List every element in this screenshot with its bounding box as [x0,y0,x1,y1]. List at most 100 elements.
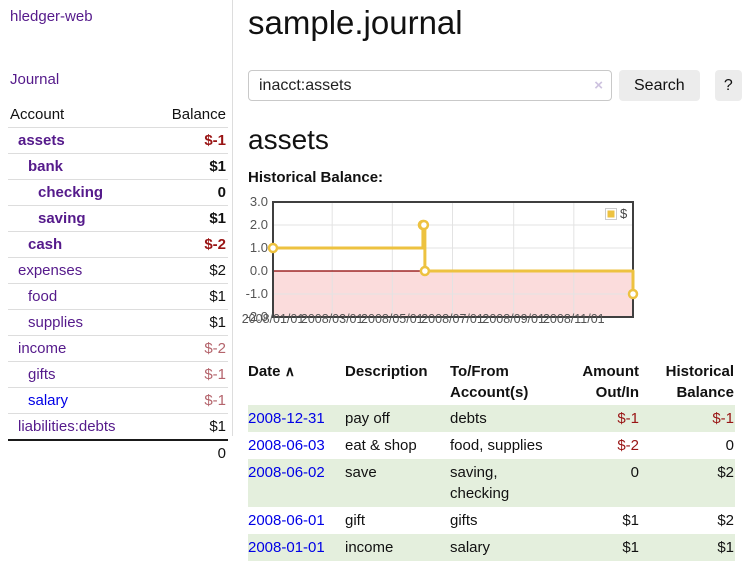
register-accounts: gifts [450,512,478,529]
account-row: gifts $-1 [8,361,228,388]
account-row: bank $1 [8,153,228,180]
register-header-date[interactable]: Date ∧ [248,359,345,405]
register-amount: $1 [622,539,639,556]
register-balance: $2 [717,512,734,529]
page-title: sample.journal [248,4,463,41]
register-amount: $-1 [617,410,639,427]
account-row: saving $1 [8,205,228,232]
data-point-marker [418,219,430,231]
register-accounts: food, supplies [450,437,543,454]
x-axis-tick-label: 2008/03/01 [300,312,364,326]
search-button[interactable]: Search [619,70,700,101]
account-link[interactable]: checking [38,184,104,201]
register-date-link[interactable]: 2008-06-01 [248,512,325,529]
account-row: liabilities:debts $1 [8,413,228,440]
chart-label: Historical Balance: [248,169,384,186]
accounts-table: Account Balance assets $-1 bank $1 checking 0… [8,104,228,466]
account-link[interactable]: gifts [28,366,56,383]
sidebar: hledger-web Journal Account Balance asse… [0,0,233,466]
x-axis-tick-label: 2008/07/01 [421,312,484,326]
data-point-marker [419,265,431,277]
account-balance: $-1 [151,127,228,154]
account-row: income $-2 [8,335,228,362]
account-balance: $2 [151,257,228,284]
accounts-total-value: 0 [151,439,228,466]
search-input[interactable] [248,70,612,101]
chart-legend: $ [604,205,629,222]
help-button[interactable]: ? [714,70,742,101]
account-row: salary $-1 [8,387,228,414]
account-link[interactable]: income [18,340,67,357]
account-link[interactable]: saving [38,210,86,227]
accounts-total-row: 0 [8,439,228,466]
accounts-header-account: Account [10,106,65,123]
register-date-link[interactable]: 2008-06-02 [248,464,325,481]
sidebar-item-journal[interactable]: Journal [10,71,60,88]
account-balance: $1 [151,283,228,310]
account-link[interactable]: liabilities:debts [18,418,116,435]
account-link[interactable]: expenses [18,262,83,279]
historical-balance-chart: 3.0 2.0 1.0 0.0 -1.0 -2.0 2008/01/01 2008/03/01… [242,194,742,336]
main-content: sample.journal × Search ? assets Histori… [242,0,742,561]
data-point-marker [267,242,279,254]
y-axis-tick-label: 1.0 [249,240,268,255]
account-link[interactable]: food [28,288,58,305]
account-link[interactable]: cash [28,236,63,253]
legend-label: $ [620,206,628,221]
x-axis-tick-label: 2008/01/01 [241,312,305,326]
accounts-header-balance: Balance [171,106,226,123]
account-balance: $1 [151,413,228,440]
register-date-link[interactable]: 2008-12-31 [248,410,325,427]
register-date-link[interactable]: 2008-01-01 [248,539,325,556]
register-description: gift [345,512,366,529]
y-axis-tick-label: -1.0 [245,286,268,301]
register-accounts: debts [450,410,487,427]
register-table: Date ∧ Description To/From Account(s) Am… [248,359,735,561]
register-header-description: Description [345,363,428,380]
account-balance: $1 [151,309,228,336]
account-link[interactable]: supplies [28,314,84,331]
account-balance: $-2 [151,335,228,362]
register-amount: $1 [622,512,639,529]
x-axis-tick-label: 2008/09/01 [482,312,545,326]
y-axis-tick-label: 3.0 [249,194,268,209]
register-description: save [345,464,377,481]
search-form: × Search ? [248,70,742,101]
account-balance: $1 [151,205,228,232]
x-axis-tick-label: 2008/05/01 [361,312,424,326]
register-header-row: Date ∧ Description To/From Account(s) Am… [248,359,735,405]
register-header-balance: Historical Balance [665,363,734,401]
plot-border [272,201,634,318]
account-balance: $1 [151,153,228,180]
account-balance: 0 [151,179,228,206]
register-header-date-label: Date [248,363,281,380]
register-row[interactable]: 2008-12-31 pay off debts $-1 $-1 [248,405,735,432]
clear-search-icon[interactable]: × [594,77,603,94]
account-link[interactable]: bank [28,158,64,175]
account-balance: $-2 [151,231,228,258]
account-row: assets $-1 [8,127,228,154]
register-row[interactable]: 2008-06-01 gift gifts $1 $2 [248,507,735,534]
account-row: supplies $1 [8,309,228,336]
register-row[interactable]: 2008-06-02 save saving, checking 0 $2 [248,459,735,507]
register-row[interactable]: 2008-06-03 eat & shop food, supplies $-2 0 [248,432,735,459]
sort-ascending-icon: ∧ [284,363,295,379]
app-title-link[interactable]: hledger-web [10,8,93,25]
data-point-marker [627,288,639,300]
register-description: eat & shop [345,437,417,454]
account-link[interactable]: salary [28,392,69,409]
account-link[interactable]: assets [18,132,65,149]
accounts-table-body: assets $-1 bank $1 checking 0 saving $1 cash $-2 e… [8,127,228,440]
register-row[interactable]: 2008-01-01 income salary $1 $1 [248,534,735,561]
register-amount: 0 [630,464,639,481]
register-amount: $-2 [617,437,639,454]
account-row: expenses $2 [8,257,228,284]
register-balance: $2 [717,464,734,481]
register-accounts: saving, checking [450,464,510,502]
search-input-wrap: × [248,70,612,101]
register-date-link[interactable]: 2008-06-03 [248,437,325,454]
register-description: pay off [345,410,390,427]
register-accounts: salary [450,539,491,556]
y-axis-tick-label: 0.0 [249,263,268,278]
register-balance: 0 [725,437,734,454]
